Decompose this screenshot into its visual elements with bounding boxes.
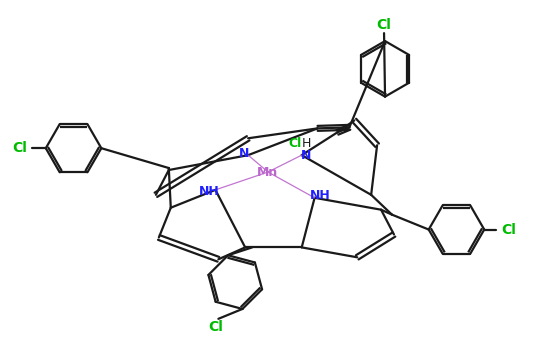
Text: N: N [239,147,249,160]
Text: N: N [301,149,311,162]
Text: H: H [302,137,311,150]
Text: NH: NH [199,185,220,198]
Text: Mn: Mn [257,165,279,179]
Text: Cl: Cl [377,18,391,32]
Text: Cl: Cl [208,320,223,334]
Text: Cl: Cl [288,137,301,150]
Text: Cl: Cl [502,222,516,237]
Text: NH: NH [310,189,331,202]
Text: Cl: Cl [13,141,27,155]
